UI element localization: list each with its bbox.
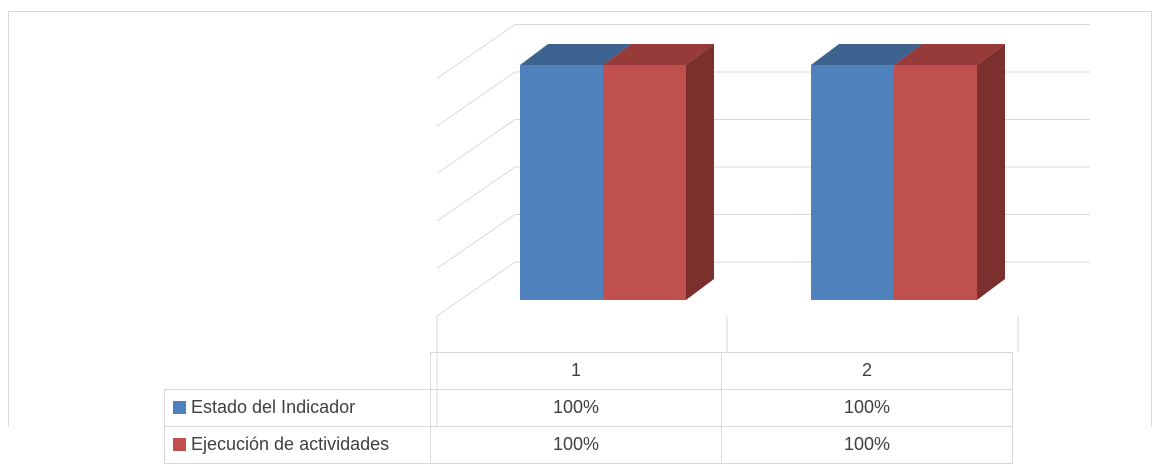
chart-frame — [8, 11, 1152, 427]
wall-gridline — [436, 71, 516, 127]
bar-top — [811, 44, 922, 65]
bar-side — [977, 44, 1005, 300]
wall-gridline — [436, 214, 516, 269]
bar — [603, 65, 686, 300]
bar-top — [520, 44, 631, 65]
series-name: Ejecución de actividades — [191, 434, 390, 454]
legend-key — [173, 401, 186, 414]
series-name: Estado del Indicador — [191, 397, 356, 417]
wall-gridline — [436, 24, 516, 79]
data-label: 100% — [721, 425, 1013, 464]
table-corner — [164, 352, 431, 389]
wall-gridline — [436, 119, 516, 174]
wall-gridline — [436, 261, 516, 317]
category-label: 2 — [721, 352, 1013, 390]
bar — [520, 65, 603, 300]
bar-top — [603, 44, 714, 65]
data-label: 100% — [430, 388, 722, 427]
series-legend-cell: Estado del Indicador — [164, 388, 431, 427]
bar-top — [894, 44, 1005, 65]
wall-gridline — [436, 166, 516, 222]
series-legend-cell: Ejecución de actividades — [164, 425, 431, 464]
bar — [894, 65, 977, 300]
bar — [811, 65, 894, 300]
data-label: 100% — [721, 388, 1013, 427]
table-row: Ejecución de actividades 100% 100% — [164, 425, 1013, 464]
chart-plot — [436, 24, 1090, 427]
category-label: 1 — [430, 352, 722, 390]
table-row: Estado del Indicador 100% 100% — [164, 388, 1013, 427]
bar-side — [686, 44, 714, 300]
chart-data-table: 1 2 Estado del Indicador 100% 100% Ejecu… — [164, 352, 1013, 464]
data-label: 100% — [430, 425, 722, 464]
legend-key — [173, 438, 186, 451]
